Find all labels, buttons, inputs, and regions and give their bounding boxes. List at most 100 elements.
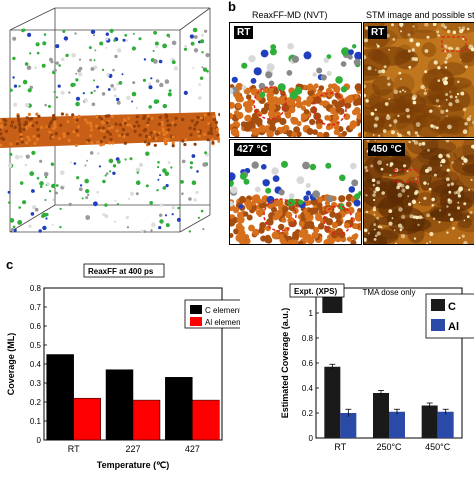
- md-molecule-atom: [271, 167, 279, 175]
- molecule-atom: [75, 102, 80, 107]
- stm-bright-spot: [365, 169, 368, 172]
- molecule-atom: [194, 48, 198, 52]
- molecule-atom: [193, 198, 196, 201]
- md-molecule-atom: [239, 204, 244, 209]
- md-molecule-atom: [267, 196, 275, 204]
- stm-bright-spot: [445, 66, 447, 68]
- copper-atom: [28, 139, 31, 142]
- copper-atom: [111, 126, 114, 129]
- molecule-atom: [28, 225, 31, 228]
- copper-atom: [147, 142, 150, 145]
- molecule-atom: [48, 105, 51, 108]
- copper-atom: [196, 116, 199, 119]
- copper-atom: [207, 113, 210, 116]
- md-cu-atom: [244, 115, 251, 122]
- stm-bright-spot: [389, 174, 391, 176]
- molecule-atom: [74, 162, 77, 165]
- md-cu-atom: [233, 207, 239, 213]
- stm-bright-spot: [412, 25, 414, 27]
- stm-bright-spot: [441, 159, 446, 164]
- molecule-atom: [91, 30, 95, 34]
- copper-atom: [181, 118, 184, 121]
- molecule-atom: [83, 92, 85, 94]
- stm-bright-spot: [456, 47, 460, 51]
- md-cu-atom: [281, 217, 286, 222]
- molecule-atom: [12, 57, 15, 60]
- chart-title-box: ReaxFF at 400 ps: [84, 264, 164, 277]
- molecule-atom: [90, 151, 94, 155]
- molecule-atom: [40, 185, 43, 188]
- molecule-atom: [105, 174, 107, 176]
- copper-atom: [161, 123, 164, 126]
- stm-bright-spot: [401, 234, 405, 238]
- stm-bright-spot: [408, 33, 411, 36]
- stm-bright-spot: [439, 209, 441, 211]
- md-cu-atom: [307, 208, 312, 213]
- molecule-atom: [31, 189, 35, 193]
- stm-bright-spot: [397, 115, 399, 117]
- md-molecule-atom: [341, 86, 347, 92]
- copper-atom: [102, 130, 105, 133]
- md-cu-atom: [255, 117, 263, 125]
- md-molecule-atom: [294, 87, 302, 95]
- stm-bright-spot: [381, 168, 384, 171]
- molecule-atom: [114, 200, 116, 202]
- md-cu-atom: [347, 95, 353, 101]
- molecule-atom: [166, 223, 170, 227]
- stm-bright-spot: [373, 199, 375, 201]
- molecule-atom: [177, 218, 181, 222]
- stm-bright-spot: [458, 237, 460, 239]
- stm-bright-spot: [432, 204, 434, 206]
- md-cu-atom: [239, 196, 246, 203]
- stm-bright-spot: [446, 154, 449, 157]
- stm-bright-spot: [413, 97, 416, 100]
- stm-bright-spot: [463, 202, 466, 205]
- md-cu-atom: [309, 119, 315, 125]
- copper-atom: [166, 119, 169, 122]
- md-cu-atom: [246, 94, 252, 100]
- molecule-atom: [15, 155, 20, 160]
- molecule-atom: [18, 85, 20, 87]
- md-molecule-atom: [352, 44, 356, 48]
- molecule-atom: [22, 200, 26, 204]
- stm-bright-spot: [398, 193, 403, 198]
- stm-bright-spot: [364, 38, 368, 42]
- molecule-atom: [35, 208, 39, 212]
- molecule-atom: [113, 87, 117, 91]
- stm-bright-spot: [374, 238, 377, 241]
- molecule-atom: [105, 37, 108, 40]
- copper-atom: [218, 113, 220, 116]
- molecule-atom: [42, 41, 46, 45]
- copper-atom: [95, 115, 98, 118]
- molecule-atom: [113, 39, 116, 42]
- md-cu-atom: [299, 221, 305, 227]
- stm-bright-spot: [445, 93, 448, 96]
- molecule-atom: [151, 223, 155, 227]
- molecule-atom: [102, 180, 106, 184]
- copper-atom: [166, 138, 169, 141]
- y-tick-label: 0.1: [30, 417, 42, 426]
- md-molecule-atom: [350, 163, 357, 170]
- stm-bright-spot: [469, 115, 471, 117]
- stm-bright-spot: [427, 183, 429, 185]
- copper-atom: [14, 126, 17, 129]
- copper-atom: [127, 117, 130, 120]
- molecule-atom: [133, 33, 135, 35]
- stm-bright-spot: [401, 188, 405, 192]
- bar: [106, 370, 133, 440]
- copper-atom: [5, 130, 8, 133]
- stm-bright-spot: [451, 182, 454, 185]
- copper-atom: [126, 133, 129, 136]
- molecule-atom: [56, 184, 59, 187]
- y-tick-label: 0.2: [302, 409, 314, 418]
- md-cu-atom: [267, 95, 273, 101]
- stm-bright-spot: [375, 109, 377, 111]
- molecule-atom: [117, 101, 121, 105]
- copper-atom: [25, 141, 28, 144]
- molecule-atom: [110, 84, 114, 88]
- copper-atom: [154, 137, 157, 140]
- md-molecule-atom: [324, 58, 329, 63]
- copper-atom: [77, 125, 80, 128]
- legend-swatch: [190, 317, 202, 326]
- stm-bright-spot: [387, 83, 390, 86]
